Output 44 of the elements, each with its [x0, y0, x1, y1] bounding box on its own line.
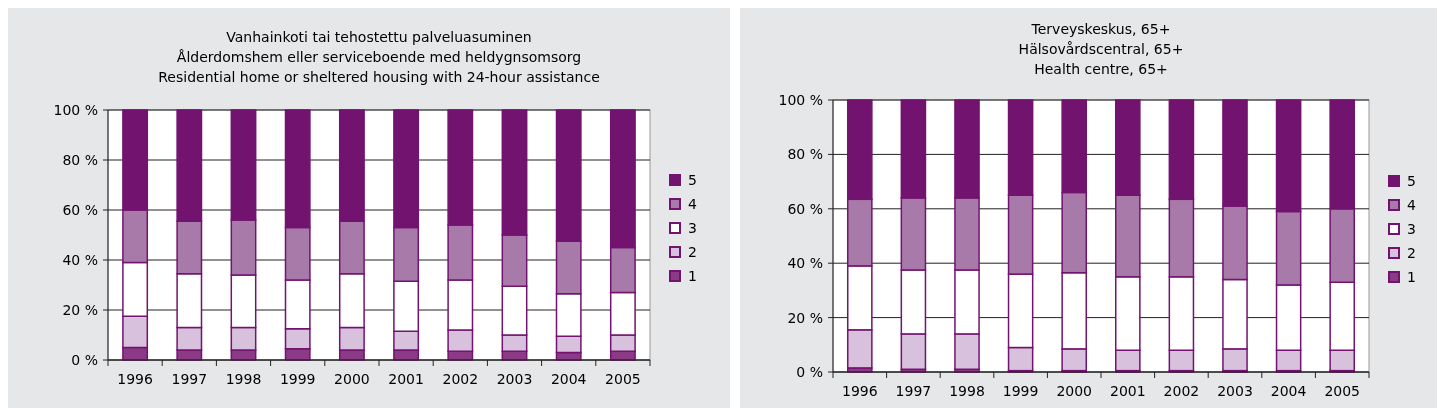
x-tick-label: 2002: [442, 371, 479, 387]
x-tick-label: 1996: [841, 383, 878, 399]
y-tick-label: 40 %: [62, 251, 98, 268]
x-tick-label: 1997: [895, 383, 932, 399]
legend-label: 4: [688, 195, 697, 212]
x-tick-label: 1999: [1002, 383, 1039, 399]
x-tick-label: 1996: [117, 371, 153, 387]
legend-label: 2: [1407, 244, 1416, 261]
chart-title: Vanhainkoti tai tehostettu palveluasuminen Ålderdomshem eller serviceboende med heldygnsomsorg Residential home or sheltered housing with 24-hour assistance: [158, 29, 600, 85]
x-tick-label: 1998: [225, 371, 262, 387]
legend-label: 3: [1407, 220, 1416, 237]
y-tick-label: 20 %: [62, 301, 98, 318]
legend-label: 1: [1407, 268, 1416, 285]
x-tick-label: 2004: [550, 371, 587, 387]
legend-label: 4: [1407, 196, 1416, 213]
y-tick-label: 80 %: [62, 151, 98, 168]
legend-label: 3: [688, 219, 697, 236]
x-tick-label: 2003: [1217, 383, 1253, 399]
legend-label: 2: [688, 243, 697, 260]
x-tick-label: 2000: [334, 371, 370, 387]
y-tick-label: 20 %: [787, 309, 823, 326]
y-tick-label: 0 %: [71, 351, 98, 368]
y-tick-label: 80 %: [787, 146, 823, 163]
y-tick-label: 100 %: [778, 91, 823, 108]
x-tick-label: 2005: [605, 371, 641, 387]
x-tick-label: 2000: [1056, 383, 1093, 399]
legend-label: 5: [688, 171, 697, 188]
x-tick-label: 2001: [388, 371, 424, 387]
legend-label: 1: [688, 267, 697, 284]
y-tick-label: 60 %: [787, 200, 823, 217]
x-tick-label: 1999: [279, 371, 316, 387]
y-tick-label: 40 %: [787, 255, 823, 272]
x-tick-label: 2001: [1109, 383, 1146, 399]
x-tick-label: 1997: [171, 371, 208, 387]
y-tick-label: 60 %: [62, 201, 98, 218]
y-tick-label: 100 %: [53, 101, 98, 118]
x-tick-label: 2002: [1163, 383, 1200, 399]
y-tick-label: 0 %: [796, 363, 823, 380]
x-tick-label: 2005: [1324, 383, 1361, 399]
chart-title: Terveyskeskus, 65+ Hälsovårdscentral, 65+ Health centre, 65+: [1018, 21, 1184, 77]
legend-label: 5: [1407, 172, 1416, 189]
x-tick-label: 2003: [496, 371, 533, 387]
x-tick-label: 1998: [949, 383, 985, 399]
x-tick-label: 2004: [1270, 383, 1307, 399]
